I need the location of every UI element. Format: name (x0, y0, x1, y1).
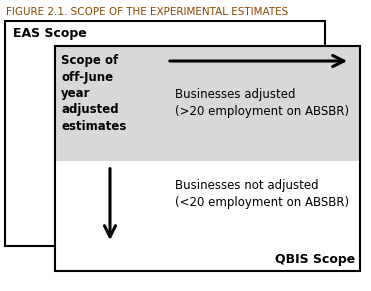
Text: QBIS Scope: QBIS Scope (275, 253, 355, 266)
Text: Businesses adjusted
(>20 employment on ABSBR): Businesses adjusted (>20 employment on A… (175, 88, 349, 118)
Text: Businesses not adjusted
(<20 employment on ABSBR): Businesses not adjusted (<20 employment … (175, 179, 349, 209)
Bar (55, 46, 360, 161)
Bar (55, 46, 360, 271)
Bar (55, 46, 360, 271)
Text: FIGURE 2.1. SCOPE OF THE EXPERIMENTAL ESTIMATES: FIGURE 2.1. SCOPE OF THE EXPERIMENTAL ES… (6, 7, 288, 17)
Text: EAS Scope: EAS Scope (13, 27, 87, 40)
Bar (5, 21, 325, 246)
Text: Scope of
off-June
year
adjusted
estimates: Scope of off-June year adjusted estimate… (61, 54, 127, 133)
